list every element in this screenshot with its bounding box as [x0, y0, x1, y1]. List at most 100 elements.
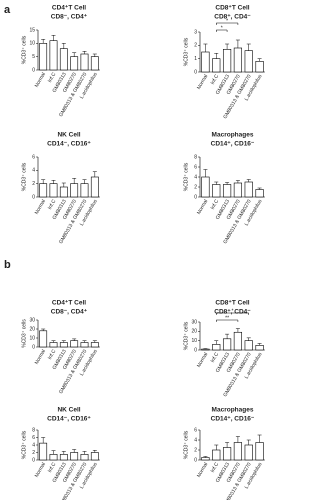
- bar: [70, 340, 79, 348]
- error-bar: [82, 179, 87, 184]
- panel-label: b: [4, 259, 11, 271]
- y-tick-label: 10: [29, 335, 35, 341]
- bar: [90, 56, 99, 71]
- error-bar: [92, 53, 97, 57]
- error-bar: [82, 340, 87, 343]
- error-bar: [203, 43, 208, 52]
- bar: [80, 183, 89, 198]
- y-tick-label: 2: [194, 43, 197, 49]
- y-axis-label: %CD3⁺ cells: [21, 162, 27, 191]
- y-tick-label: 4: [194, 437, 197, 443]
- y-tick-label: 10: [191, 338, 197, 344]
- x-tick-label: Normal: [34, 72, 47, 89]
- error-bar: [82, 451, 87, 455]
- bar: [255, 189, 264, 198]
- error-bar: [72, 449, 77, 453]
- chart-title: CD8⁺T Cell: [215, 300, 249, 307]
- error-bar: [225, 182, 230, 185]
- bar: [49, 454, 58, 461]
- bar: [212, 344, 221, 351]
- significance-bracket: [216, 312, 249, 315]
- error-bar: [51, 450, 56, 455]
- y-tick-label: 2: [32, 450, 35, 456]
- y-tick-label: 4: [32, 168, 35, 174]
- bar: [222, 338, 232, 351]
- significance-label: *: [226, 18, 228, 24]
- error-bar: [225, 43, 230, 50]
- y-tick-label: 0: [32, 457, 35, 463]
- y-tick-label: 0: [194, 69, 197, 75]
- y-tick-label: 2: [194, 184, 197, 190]
- y-tick-label: 3: [194, 29, 197, 35]
- bar: [59, 186, 68, 198]
- error-bar: [51, 35, 56, 41]
- bar: [90, 342, 99, 348]
- x-tick-label: Normal: [196, 74, 209, 91]
- bar: [201, 176, 210, 198]
- y-tick-label: 20: [191, 329, 197, 335]
- bar: [222, 447, 232, 461]
- x-tick-label: Inf.C: [210, 351, 221, 363]
- x-tick-label: Normal: [196, 352, 209, 369]
- significance-bracket: [216, 319, 239, 322]
- error-bar: [61, 451, 66, 455]
- bar: [80, 454, 89, 461]
- bar: [201, 51, 210, 73]
- y-axis-label: %CD3⁺ cells: [183, 430, 189, 459]
- error-bar: [214, 340, 219, 345]
- bar: [222, 184, 232, 198]
- bar: [255, 345, 264, 351]
- chart-title: CD4⁺T Cell: [52, 300, 86, 307]
- chart-subtitle: CD14⁻, CD16⁺: [47, 416, 91, 423]
- error-bar: [41, 437, 46, 444]
- y-tick-label: 6: [32, 435, 35, 441]
- bar: [70, 56, 79, 71]
- error-bar: [214, 53, 219, 59]
- error-bar: [246, 337, 251, 341]
- bar: [244, 444, 253, 461]
- y-tick-label: 10: [29, 41, 35, 47]
- bar: [80, 342, 89, 348]
- x-tick-label: Normal: [196, 462, 209, 479]
- error-bar: [92, 171, 97, 177]
- y-tick-label: 30: [29, 317, 35, 323]
- chart-title: Macrophages: [212, 132, 254, 139]
- error-bar: [246, 179, 251, 182]
- bar: [39, 330, 48, 348]
- bar: [59, 48, 68, 71]
- chart-subtitle: CD14⁺, CD16⁻: [211, 416, 255, 423]
- chart-title: Macrophages: [212, 407, 254, 414]
- bar: [39, 43, 48, 71]
- x-tick-label: Inf.C: [210, 198, 221, 210]
- y-axis-label: %CD3⁺ cells: [21, 430, 27, 459]
- error-bar: [41, 179, 46, 184]
- chart-title: CD4⁺T Cell: [52, 5, 86, 12]
- error-bar: [41, 328, 46, 331]
- y-tick-label: 1: [194, 56, 197, 62]
- bar: [59, 454, 68, 461]
- y-tick-label: 6: [32, 154, 35, 160]
- bar: [212, 184, 221, 198]
- y-tick-label: 0: [194, 347, 197, 353]
- error-bar: [51, 340, 56, 343]
- bar: [49, 342, 58, 348]
- chart-subtitle: CD8⁻, CD4⁺: [51, 14, 88, 21]
- chart-subtitle: CD8⁺, CD4⁻: [214, 309, 251, 316]
- x-tick-label: Normal: [34, 349, 47, 366]
- error-bar: [72, 338, 77, 341]
- error-bar: [203, 169, 208, 177]
- error-bar: [235, 180, 240, 183]
- bar: [212, 449, 221, 461]
- bar: [201, 457, 210, 461]
- error-bar: [41, 39, 46, 44]
- bar: [90, 452, 99, 461]
- error-bar: [257, 343, 262, 346]
- bar: [255, 61, 264, 73]
- error-bar: [246, 439, 251, 445]
- x-tick-label: Normal: [34, 462, 47, 479]
- x-tick-label: Inf.C: [210, 73, 221, 85]
- y-tick-label: 30: [191, 319, 197, 325]
- error-bar: [203, 456, 208, 458]
- error-bar: [61, 340, 66, 343]
- bar: [90, 176, 99, 198]
